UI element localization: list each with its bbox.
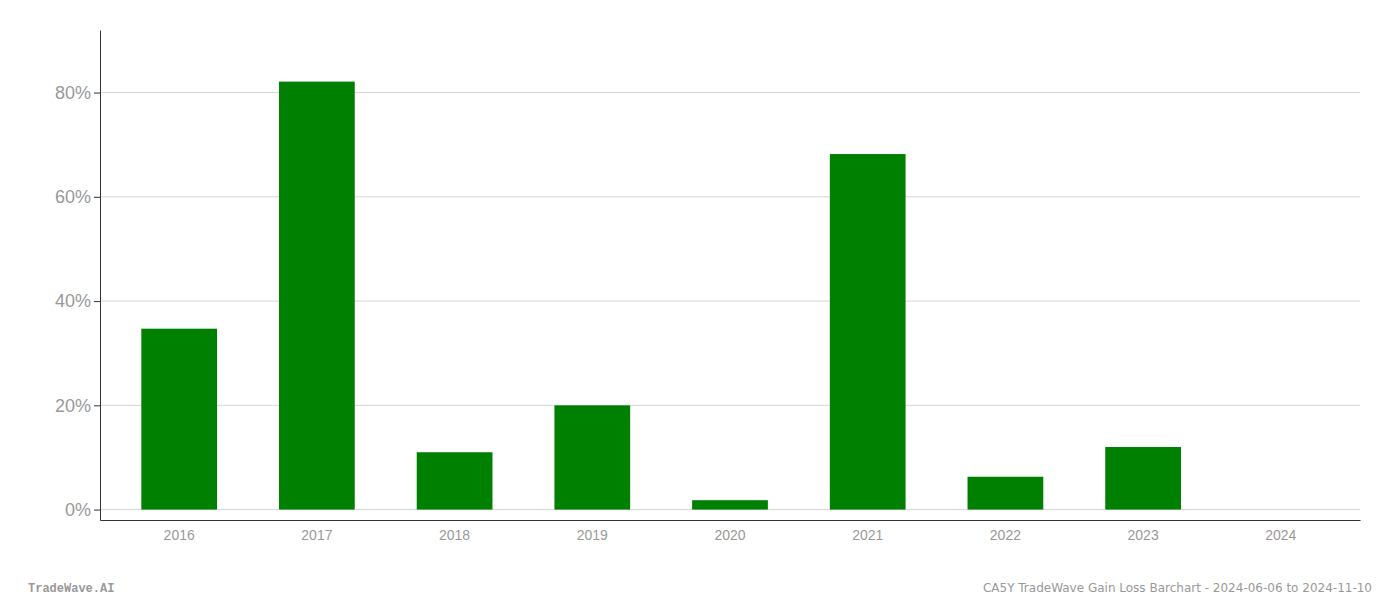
bar xyxy=(1105,447,1181,510)
x-tick: 2017 xyxy=(301,527,332,543)
plot-area xyxy=(141,82,1181,510)
y-tick: 20% xyxy=(55,396,100,416)
annotation: CA5Y TradeWave Gain Loss Barchart - 2024… xyxy=(983,581,1372,595)
bar xyxy=(1243,509,1319,510)
y-tick-mark xyxy=(94,93,100,94)
x-tick: 2020 xyxy=(714,527,745,543)
x-tick-label: 2016 xyxy=(164,527,195,543)
x-tick: 2018 xyxy=(439,527,470,543)
x-tick: 2022 xyxy=(990,527,1021,543)
x-tick-label: 2018 xyxy=(439,527,470,543)
bar xyxy=(141,329,217,510)
y-tick-mark xyxy=(94,510,100,511)
y-tick: 60% xyxy=(55,187,100,207)
x-tick-label: 2020 xyxy=(714,527,745,543)
y-tick-mark xyxy=(94,197,100,198)
y-tick: 0% xyxy=(65,500,100,520)
y-axis-line xyxy=(100,31,101,521)
x-tick-label: 2017 xyxy=(301,527,332,543)
bar xyxy=(279,82,355,510)
x-tick: 2021 xyxy=(852,527,883,543)
x-tick-label: 2023 xyxy=(1128,527,1159,543)
x-tick: 2024 xyxy=(1265,527,1296,543)
bar xyxy=(830,154,906,510)
x-tick: 2016 xyxy=(164,527,195,543)
bar xyxy=(554,405,630,509)
x-axis-line xyxy=(101,520,1361,521)
x-tick: 2019 xyxy=(577,527,608,543)
y-tick: 80% xyxy=(55,83,100,103)
y-tick-mark xyxy=(94,405,100,406)
x-axis: 2016 2017 2018 2019 2020 2021 2022 2023 2024 xyxy=(101,521,1361,543)
bar xyxy=(968,477,1044,510)
x-tick: 2023 xyxy=(1128,527,1159,543)
x-tick-label: 2021 xyxy=(852,527,883,543)
y-tick-mark xyxy=(94,301,100,302)
x-tick-label: 2022 xyxy=(990,527,1021,543)
x-tick-label: 2019 xyxy=(577,527,608,543)
y-tick-label: 80% xyxy=(55,83,91,103)
y-tick: 40% xyxy=(55,291,100,311)
y-tick-label: 0% xyxy=(65,500,91,520)
chart: 0%20%40%60%80%20162017201820192020202120… xyxy=(0,0,1400,600)
x-tick-label: 2024 xyxy=(1265,527,1296,543)
bar xyxy=(692,500,768,509)
bar xyxy=(417,452,493,509)
y-tick-label: 20% xyxy=(55,396,91,416)
y-axis: 0% 20% 40% 60% 80% xyxy=(55,31,101,521)
y-tick-label: 60% xyxy=(55,187,91,207)
y-tick-label: 40% xyxy=(55,291,91,311)
annotation: TradeWave.AI xyxy=(28,582,114,596)
